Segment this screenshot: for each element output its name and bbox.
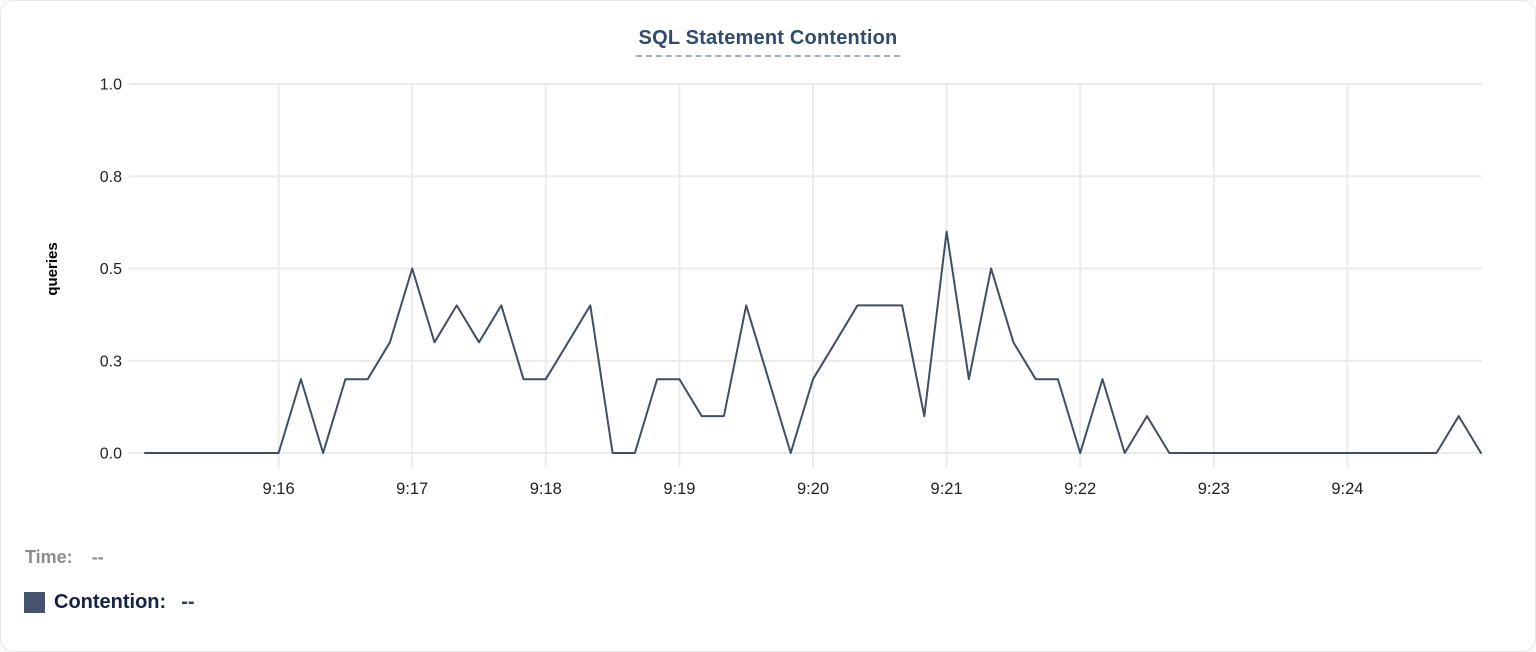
x-axis-ticks: 9:16 9:17 9:18 9:19 9:20 9:21 9:22 9:23 9:24 — [263, 84, 1363, 498]
y-tick-label: 0.5 — [100, 261, 122, 278]
contention-readout-row: Contention: -- — [24, 591, 195, 614]
y-tick-label: 0.8 — [100, 169, 122, 186]
y-tick-label: 0.0 — [100, 446, 122, 463]
x-tick-label: 9:18 — [530, 480, 562, 498]
x-tick-label: 9:21 — [931, 480, 963, 498]
contention-series-line — [144, 230, 1482, 454]
time-readout-value: -- — [91, 547, 104, 567]
y-axis-ticks: 1.0 0.8 0.5 0.3 0.0 — [100, 77, 1482, 463]
contention-line-chart[interactable]: 1.00.80.50.30.09:16 9:17 9:18 9:19 9:20 9:21 9… — [1, 1, 1536, 521]
contention-readout-label: Contention: — [54, 591, 167, 613]
x-tick-label: 9:23 — [1198, 480, 1230, 498]
time-readout-row: Time: -- — [25, 547, 104, 568]
contention-series-swatch-icon — [24, 592, 45, 613]
x-tick-label: 9:24 — [1331, 480, 1363, 498]
y-tick-label: 0.3 — [100, 353, 122, 370]
chart-header: SQL Statement Contention — [1, 27, 1535, 57]
time-readout-label: Time: — [25, 547, 73, 567]
x-tick-label: 9:17 — [396, 480, 428, 498]
chart-title[interactable]: SQL Statement Contention — [635, 27, 901, 57]
x-tick-label: 9:19 — [663, 480, 695, 498]
y-tick-label: 1.0 — [100, 77, 122, 94]
x-tick-label: 9:20 — [797, 480, 829, 498]
y-axis-title: queries — [44, 242, 61, 295]
x-tick-label: 9:22 — [1064, 480, 1096, 498]
contention-readout-value: -- — [181, 591, 195, 613]
x-tick-label: 9:16 — [263, 480, 295, 498]
